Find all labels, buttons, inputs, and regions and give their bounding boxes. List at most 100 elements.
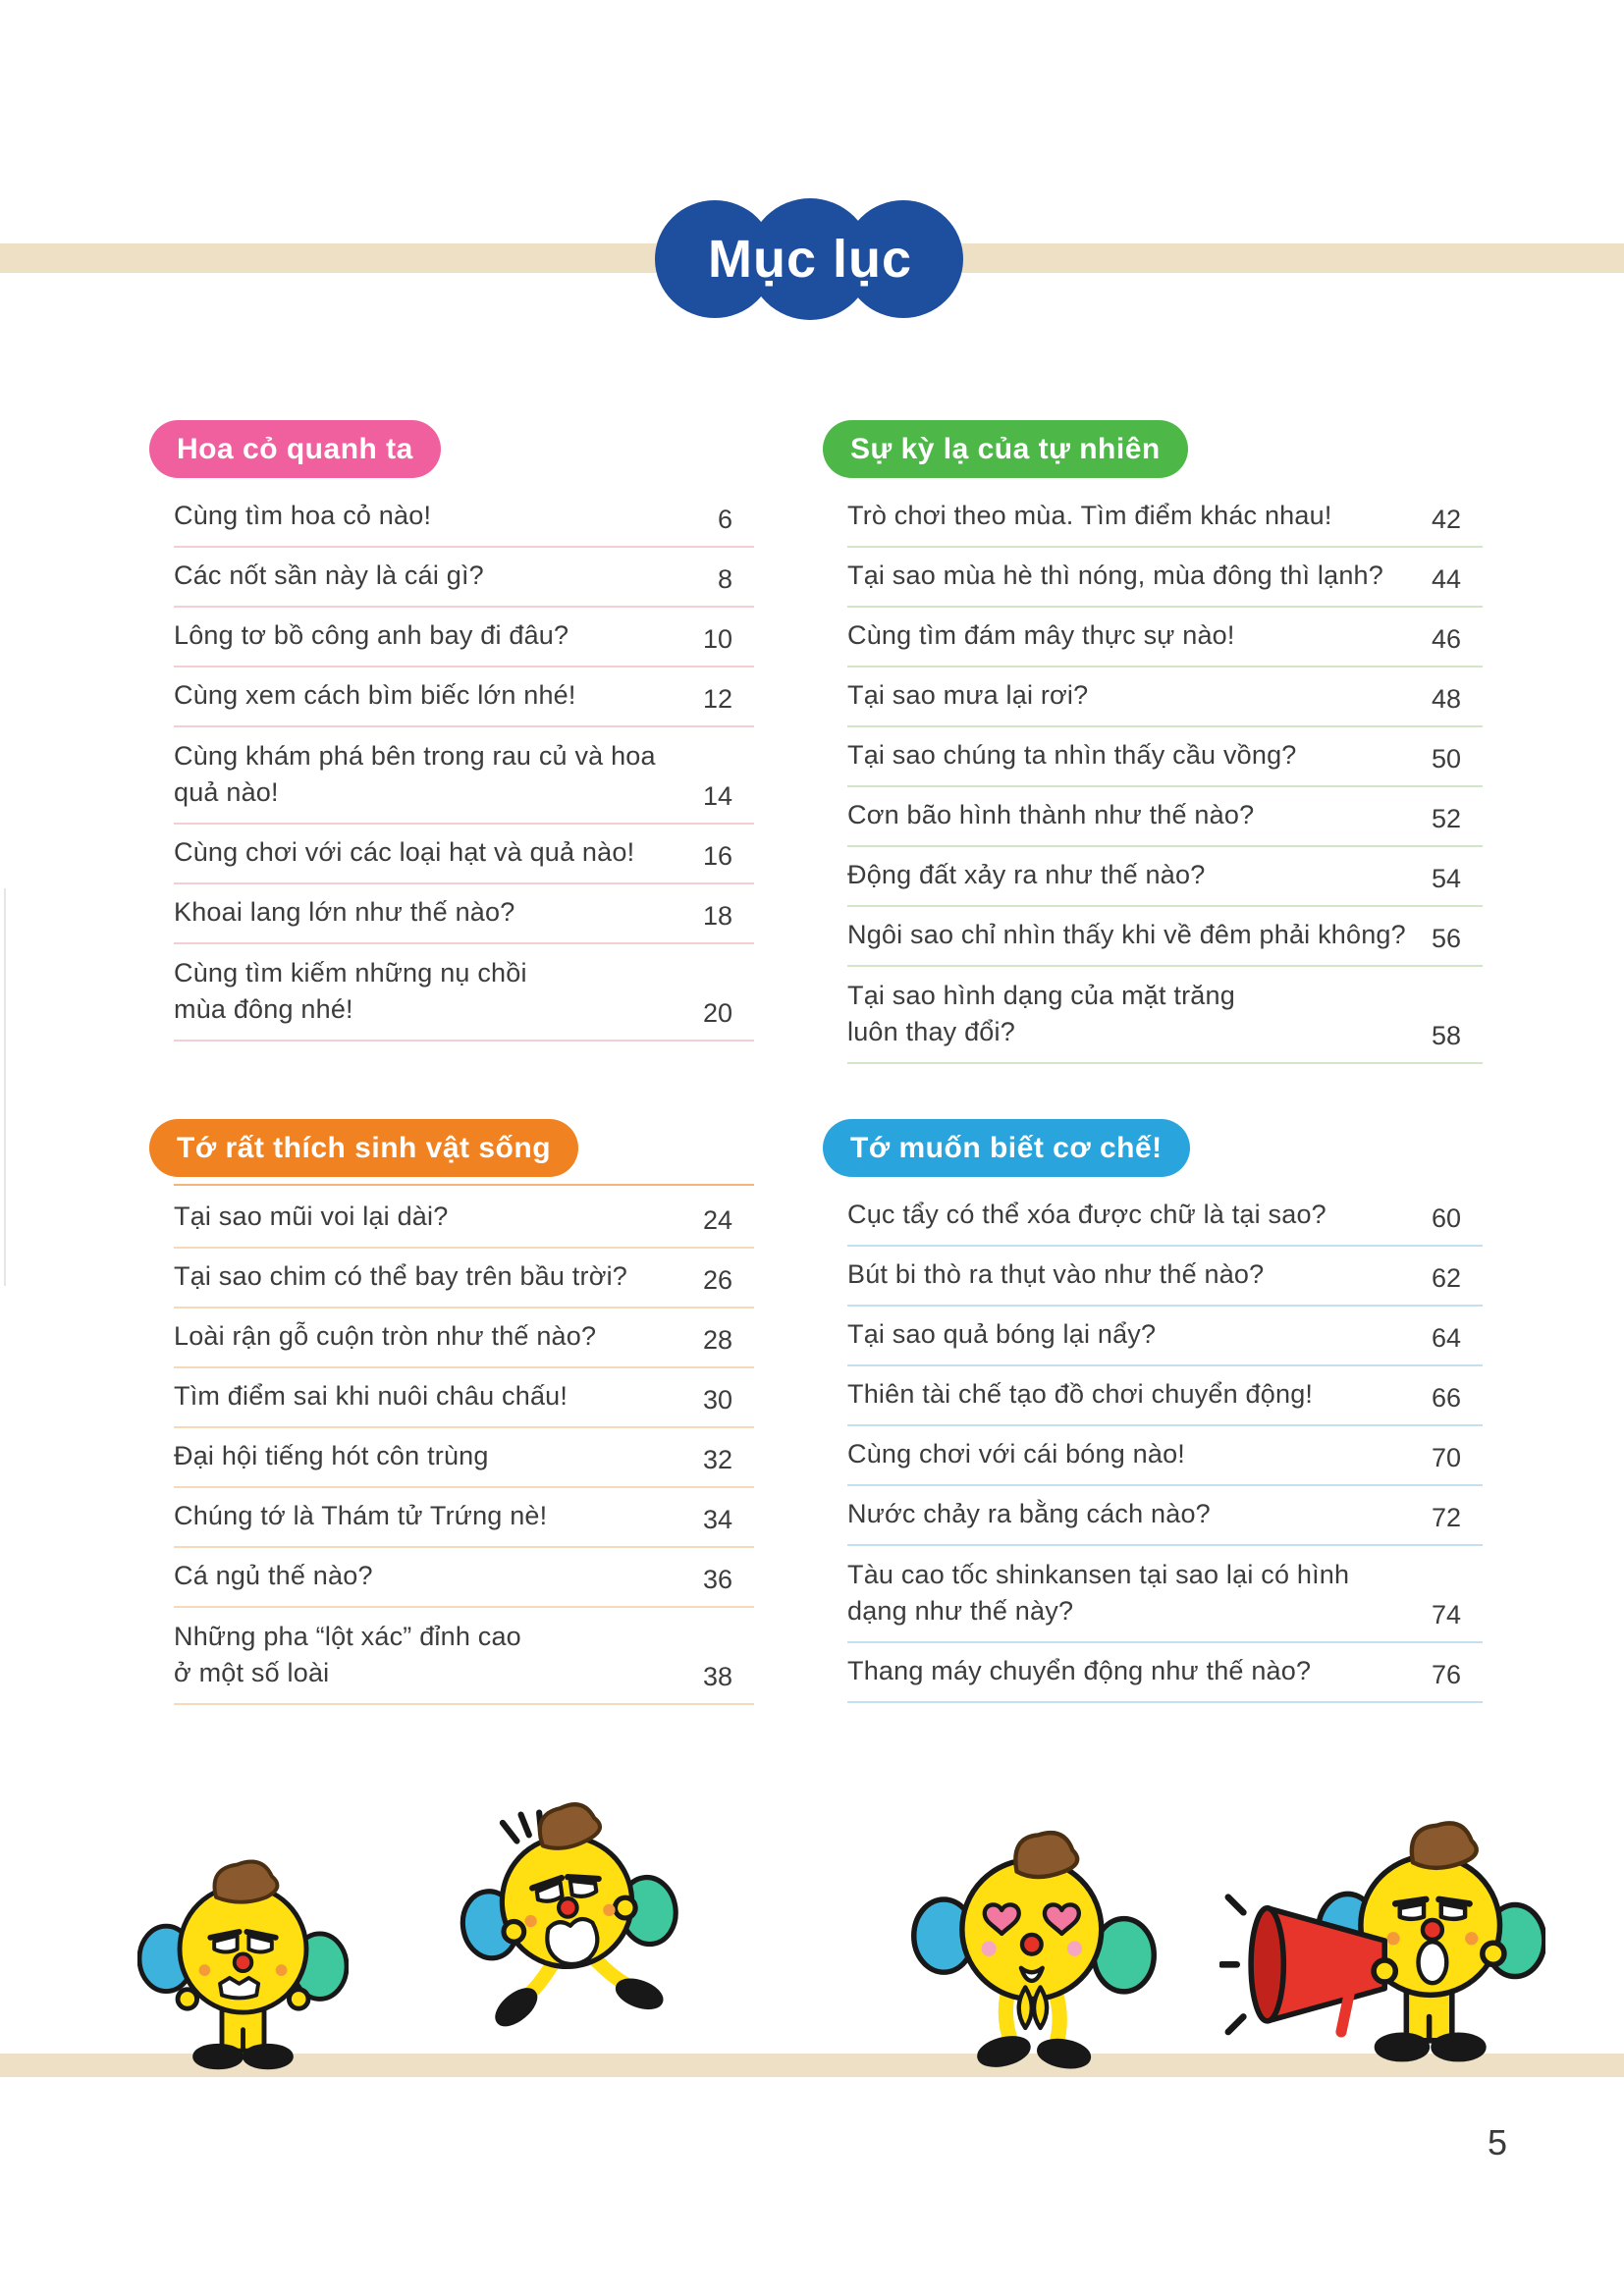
entry-list: Tại sao mũi voi lại dài? 24 Tại sao chim c… (149, 1189, 754, 1705)
toc-entry: Tàu cao tốc shinkansen tại sao lại có hì… (847, 1546, 1483, 1643)
toc-entry: Cùng xem cách bìm biếc lớn nhé! 12 (174, 667, 754, 727)
entry-page-number: 14 (702, 781, 732, 811)
entry-title: Tại sao hình dạng của mặt trăng luôn tha… (847, 981, 1235, 1046)
entry-title: Ngôi sao chỉ nhìn thấy khi về đêm phải k… (847, 920, 1406, 949)
entry-title: Cùng xem cách bìm biếc lớn nhé! (174, 680, 576, 710)
toc-entry: Cùng tìm kiếm những nụ chồi mùa đông nhé… (174, 944, 754, 1041)
entry-list: Cục tẩy có thể xóa được chữ là tại sao? 6… (823, 1187, 1483, 1703)
entry-page-number: 72 (1431, 1503, 1461, 1532)
toc-entry: Tại sao chim có thể bay trên bầu trời? 26 (174, 1249, 754, 1308)
entry-page-number: 6 (717, 505, 732, 534)
entry-page-number: 30 (702, 1385, 732, 1415)
entry-page-number: 54 (1431, 864, 1461, 893)
entry-page-number: 10 (702, 624, 732, 654)
toc-entry: Đại hội tiếng hót côn trùng 32 (174, 1428, 754, 1488)
section-hoa-co-quanh-ta: Hoa cỏ quanh ta Cùng tìm hoa cỏ nào! 6 Các… (149, 420, 754, 1041)
entry-title: Cá ngủ thế nào? (174, 1561, 373, 1590)
mascot-grumpy-illustration (137, 1859, 349, 2070)
entry-page-number: 64 (1431, 1323, 1461, 1353)
entry-title: Loài rận gỗ cuộn tròn như thế nào? (174, 1321, 597, 1351)
entry-page-number: 20 (702, 998, 732, 1028)
toc-entry: Trò chơi theo mùa. Tìm điểm khác nhau! 42 (847, 488, 1483, 548)
section-to-rat-thich-sinh-vat-song: Tớ rất thích sinh vật sống Tại sao mũi v… (149, 1119, 754, 1705)
entry-title: Tại sao chúng ta nhìn thấy cầu vồng? (847, 740, 1297, 770)
entry-page-number: 56 (1431, 924, 1461, 953)
toc-entry: Tìm điểm sai khi nuôi châu chấu! 30 (174, 1368, 754, 1428)
toc-entry: Tại sao chúng ta nhìn thấy cầu vồng? 50 (847, 727, 1483, 787)
toc-entry: Tại sao mùa hè thì nóng, mùa đông thì lạ… (847, 548, 1483, 608)
toc-entry: Các nốt sần này là cái gì? 8 (174, 548, 754, 608)
entry-title: Cục tẩy có thể xóa được chữ là tại sao? (847, 1200, 1326, 1229)
entry-title: Cùng chơi với cái bóng nào! (847, 1439, 1186, 1468)
toc-entry: Thang máy chuyển động như thế nào? 76 (847, 1643, 1483, 1703)
entry-list: Trò chơi theo mùa. Tìm điểm khác nhau! 42… (823, 488, 1483, 1064)
entry-page-number: 52 (1431, 804, 1461, 833)
entry-title: Tìm điểm sai khi nuôi châu chấu! (174, 1381, 568, 1411)
page-title: Mục lục (707, 230, 913, 289)
title-circle-right (843, 200, 963, 318)
entry-title: Trò chơi theo mùa. Tìm điểm khác nhau! (847, 501, 1332, 530)
entry-page-number: 44 (1431, 564, 1461, 594)
toc-entry: Động đất xảy ra như thế nào? 54 (847, 847, 1483, 907)
entry-page-number: 58 (1431, 1021, 1461, 1050)
page-fold-line (4, 888, 6, 1286)
toc-entry: Cơn bão hình thành như thế nào? 52 (847, 787, 1483, 847)
toc-entry: Bút bi thò ra thụt vào như thế nào? 62 (847, 1247, 1483, 1307)
entry-page-number: 62 (1431, 1263, 1461, 1293)
entry-title: Tại sao chim có thể bay trên bầu trời? (174, 1261, 628, 1291)
toc-entry: Tại sao mưa lại rơi? 48 (847, 667, 1483, 727)
entry-page-number: 32 (702, 1445, 732, 1474)
entry-page-number: 16 (702, 841, 732, 871)
entry-title: Cùng tìm đám mây thực sự nào! (847, 620, 1235, 650)
page-number: 5 (1487, 2122, 1508, 2163)
entry-title: Chúng tớ là Thám tử Trứng nè! (174, 1501, 548, 1530)
entry-title: Cùng chơi với các loại hạt và quả nào! (174, 837, 635, 867)
toc-entry: Cùng chơi với các loại hạt và quả nào! 16 (174, 825, 754, 884)
entry-title: Thiên tài chế tạo đồ chơi chuyển động! (847, 1379, 1314, 1409)
toc-entry: Cùng khám phá bên trong rau củ và hoa qu… (174, 727, 754, 825)
section-su-ky-la-cua-tu-nhien: Sự kỳ lạ của tự nhiên Trò chơi theo mùa.… (823, 420, 1483, 1064)
toc-title-blob: Mục lục (655, 198, 965, 320)
entry-title: Bút bi thò ra thụt vào như thế nào? (847, 1259, 1265, 1289)
toc-entry: Cùng tìm đám mây thực sự nào! 46 (847, 608, 1483, 667)
mascot-in-love-illustration (911, 1830, 1157, 2069)
toc-entry: Cá ngủ thế nào? 36 (174, 1548, 754, 1608)
entry-title: Động đất xảy ra như thế nào? (847, 860, 1206, 889)
toc-entry: Những pha “lột xác” đỉnh cao ở một số lo… (174, 1608, 754, 1705)
entry-list: Cùng tìm hoa cỏ nào! 6 Các nốt sần này là … (149, 488, 754, 1041)
entry-page-number: 48 (1431, 684, 1461, 714)
entry-title: Đại hội tiếng hót côn trùng (174, 1441, 489, 1470)
entry-page-number: 26 (702, 1265, 732, 1295)
entry-page-number: 42 (1431, 505, 1461, 534)
entry-title: Thang máy chuyển động như thế nào? (847, 1656, 1312, 1685)
entry-title: Các nốt sần này là cái gì? (174, 561, 484, 590)
entry-title: Lông tơ bồ công anh bay đi đâu? (174, 620, 569, 650)
entry-page-number: 74 (1431, 1600, 1461, 1629)
section-to-muon-biet-co-che: Tớ muốn biết cơ chế! Cục tẩy có thể xóa … (823, 1119, 1483, 1703)
toc-entry: Ngôi sao chỉ nhìn thấy khi về đêm phải k… (847, 907, 1483, 967)
entry-title: Khoai lang lớn như thế nào? (174, 897, 515, 927)
section-pill: Sự kỳ lạ của tự nhiên (823, 420, 1188, 478)
toc-entry: Thiên tài chế tạo đồ chơi chuyển động! 66 (847, 1366, 1483, 1426)
toc-entry: Khoai lang lớn như thế nào? 18 (174, 884, 754, 944)
mascot-startled-illustration (460, 1802, 678, 2027)
toc-entry: Cục tẩy có thể xóa được chữ là tại sao? 6… (847, 1187, 1483, 1247)
entry-page-number: 38 (702, 1662, 732, 1691)
entry-title: Tại sao quả bóng lại nẩy? (847, 1319, 1157, 1349)
entry-page-number: 60 (1431, 1203, 1461, 1233)
entry-page-number: 24 (702, 1205, 732, 1235)
entry-title: Tàu cao tốc shinkansen tại sao lại có hì… (847, 1560, 1350, 1626)
toc-entry: Cùng chơi với cái bóng nào! 70 (847, 1426, 1483, 1486)
entry-page-number: 36 (702, 1565, 732, 1594)
section-pill: Tớ rất thích sinh vật sống (149, 1119, 579, 1177)
entry-page-number: 34 (702, 1505, 732, 1534)
toc-entry: Loài rận gỗ cuộn tròn như thế nào? 28 (174, 1308, 754, 1368)
entry-title: Tại sao mưa lại rơi? (847, 680, 1089, 710)
toc-entry: Cùng tìm hoa cỏ nào! 6 (174, 488, 754, 548)
entry-title: Nước chảy ra bằng cách nào? (847, 1499, 1211, 1528)
entry-page-number: 18 (702, 901, 732, 931)
section-header-rule (174, 1184, 754, 1186)
entry-page-number: 46 (1431, 624, 1461, 654)
entry-page-number: 50 (1431, 744, 1461, 774)
